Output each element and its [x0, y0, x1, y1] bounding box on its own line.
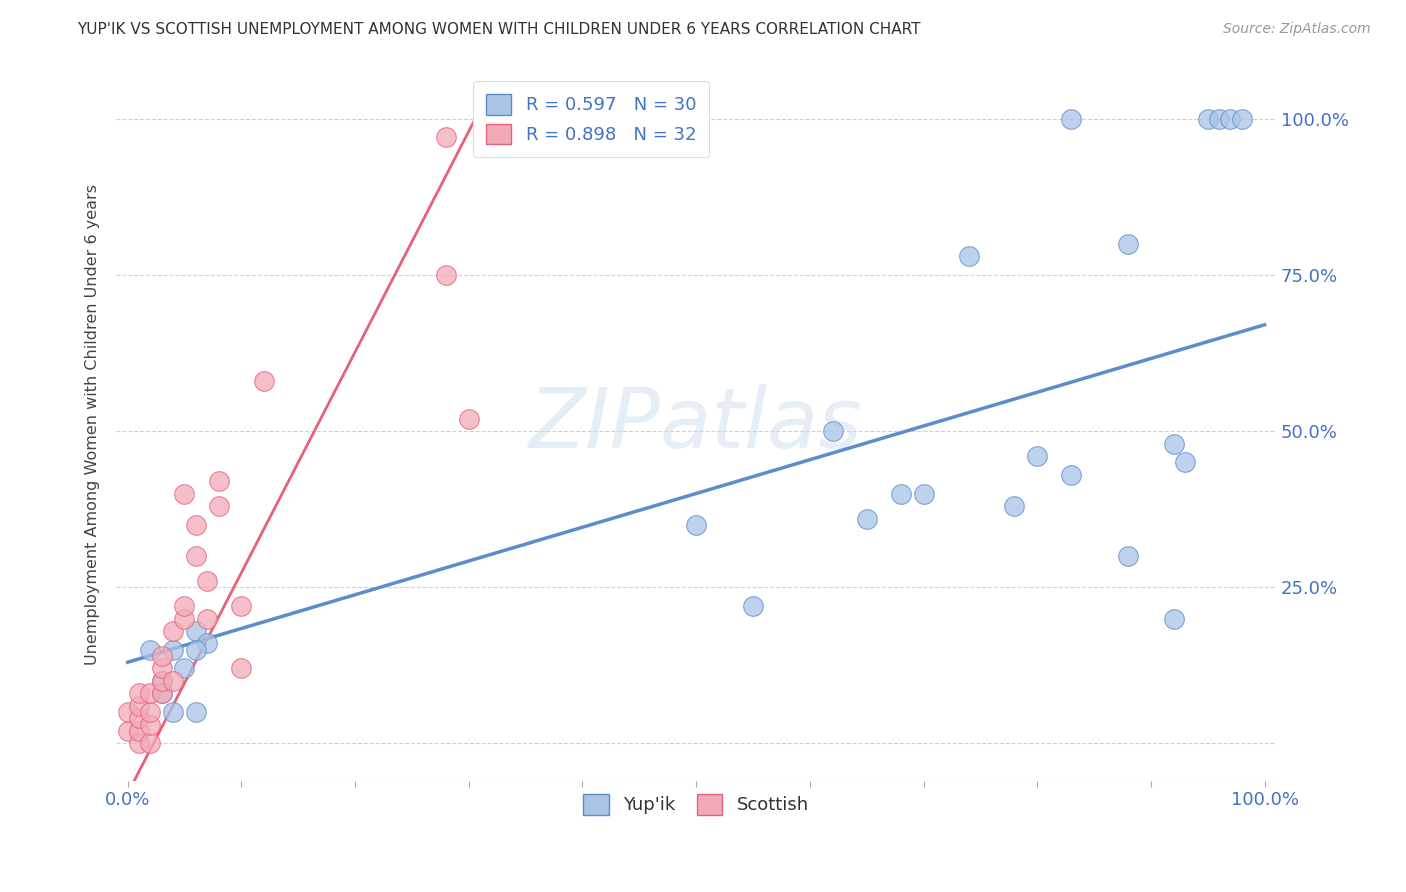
Point: [184, 517, 207, 532]
Text: ZIPatlas: ZIPatlas: [529, 384, 863, 466]
Point: [184, 549, 207, 563]
Text: YUP'IK VS SCOTTISH UNEMPLOYMENT AMONG WOMEN WITH CHILDREN UNDER 6 YEARS CORRELAT: YUP'IK VS SCOTTISH UNEMPLOYMENT AMONG WO…: [77, 22, 921, 37]
Point: [1230, 112, 1253, 126]
Point: [821, 424, 844, 438]
Text: Source: ZipAtlas.com: Source: ZipAtlas.com: [1223, 22, 1371, 37]
Point: [1208, 112, 1230, 126]
Point: [184, 642, 207, 657]
Point: [128, 711, 150, 725]
Point: [957, 249, 980, 263]
Point: [207, 499, 229, 513]
Point: [1163, 436, 1185, 450]
Point: [173, 661, 195, 675]
Point: [1219, 112, 1241, 126]
Point: [117, 705, 139, 719]
Point: [173, 611, 195, 625]
Point: [912, 486, 935, 500]
Point: [139, 642, 162, 657]
Point: [1004, 499, 1026, 513]
Point: [184, 705, 207, 719]
Point: [162, 673, 184, 688]
Point: [150, 686, 173, 700]
Point: [434, 130, 457, 145]
Point: [1163, 611, 1185, 625]
Point: [890, 486, 912, 500]
Point: [195, 611, 218, 625]
Point: [1116, 549, 1139, 563]
Point: [1174, 455, 1197, 469]
Point: [1060, 467, 1083, 482]
Point: [685, 517, 707, 532]
Y-axis label: Unemployment Among Women with Children Under 6 years: Unemployment Among Women with Children U…: [86, 185, 100, 665]
Point: [231, 599, 253, 613]
Point: [128, 686, 150, 700]
Point: [231, 661, 253, 675]
Point: [162, 624, 184, 638]
Point: [150, 673, 173, 688]
Point: [162, 705, 184, 719]
Point: [434, 268, 457, 282]
Point: [1026, 449, 1049, 463]
Point: [139, 686, 162, 700]
Point: [457, 411, 479, 425]
Point: [207, 474, 229, 488]
Point: [150, 648, 173, 663]
Point: [150, 661, 173, 675]
Point: [253, 374, 276, 388]
Point: [1197, 112, 1219, 126]
Point: [195, 636, 218, 650]
Point: [150, 673, 173, 688]
Point: [139, 737, 162, 751]
Point: [150, 686, 173, 700]
Point: [128, 698, 150, 713]
Point: [1060, 112, 1083, 126]
Point: [184, 624, 207, 638]
Point: [173, 486, 195, 500]
Point: [139, 717, 162, 731]
Point: [128, 724, 150, 739]
Point: [173, 599, 195, 613]
Point: [742, 599, 765, 613]
Legend: Yup'ik, Scottish: Yup'ik, Scottish: [572, 783, 820, 825]
Point: [855, 511, 877, 525]
Point: [139, 705, 162, 719]
Point: [195, 574, 218, 588]
Point: [162, 642, 184, 657]
Point: [1116, 236, 1139, 251]
Point: [128, 737, 150, 751]
Point: [117, 724, 139, 739]
